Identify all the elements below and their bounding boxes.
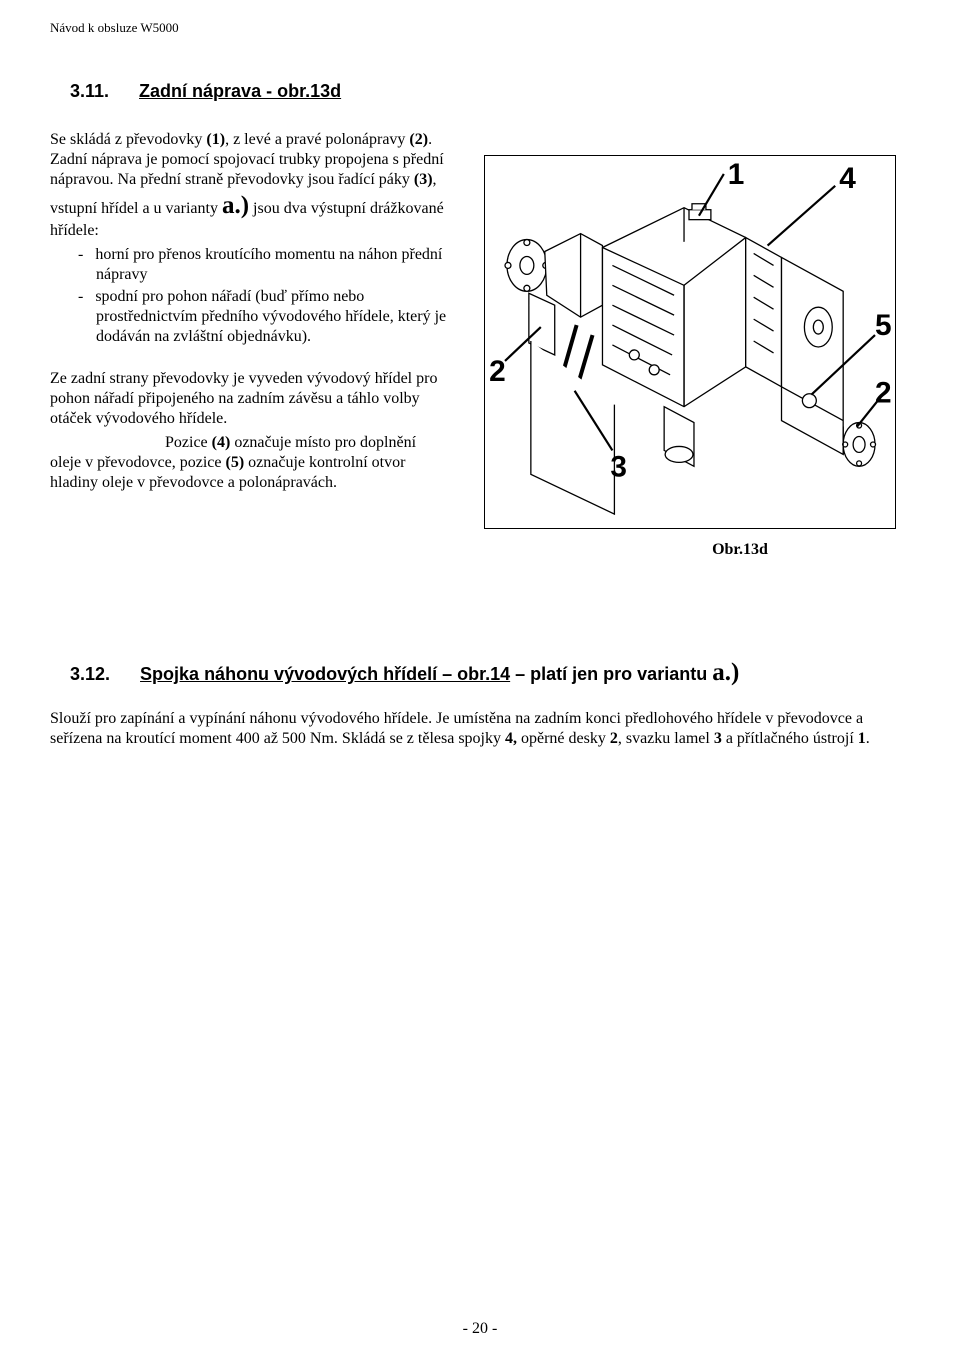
section1-title: Zadní náprava - obr.13d xyxy=(139,81,341,102)
bold-ref: 1 xyxy=(858,730,866,747)
section2-suffix: – platí jen pro variantu xyxy=(510,664,712,684)
section1-body: Se skládá z převodovky (1), z levé a pra… xyxy=(50,130,910,559)
bold-ref: (1) xyxy=(206,131,225,148)
text-run: , z levé a pravé polonápravy xyxy=(225,131,409,148)
text-run: a přítlačného ústrojí xyxy=(722,730,858,747)
spacer xyxy=(50,351,450,365)
section1-list: horní pro přenos kroutícího momentu na n… xyxy=(78,245,450,347)
section2-paragraph: Slouží pro zapínání a vypínání náhonu vý… xyxy=(50,709,910,749)
text-run: Se skládá z převodovky xyxy=(50,131,206,148)
bold-ref: 3 xyxy=(714,730,722,747)
section2-title-wrap: Spojka náhonu vývodových hřídelí – obr.1… xyxy=(140,659,739,687)
document-header: Návod k obsluze W5000 xyxy=(50,20,910,36)
text-run: opěrné desky xyxy=(517,730,610,747)
section1-paragraph1: Se skládá z převodovky (1), z levé a pra… xyxy=(50,130,450,241)
callout-2-right: 2 xyxy=(875,377,892,410)
section1-text: Se skládá z převodovky (1), z levé a pra… xyxy=(50,130,450,559)
section2-heading: 3.12. Spojka náhonu vývodových hřídelí –… xyxy=(70,659,910,687)
bold-ref: 4, xyxy=(505,730,517,747)
section1-paragraph2: Ze zadní strany převodovky je vyveden vý… xyxy=(50,369,450,429)
variant-label: a.) xyxy=(222,192,249,219)
text-run: , svazku lamel xyxy=(618,730,714,747)
list-item: spodní pro pohon nářadí (buď přímo nebo … xyxy=(78,287,450,347)
callout-5: 5 xyxy=(875,309,892,342)
callout-4: 4 xyxy=(839,162,856,195)
callout-1: 1 xyxy=(728,158,745,191)
callout-3: 3 xyxy=(610,450,627,483)
bold-ref: 2 xyxy=(610,730,618,747)
variant-label: a.) xyxy=(712,659,739,686)
section2-number: 3.12. xyxy=(70,664,110,685)
text-run: Pozice xyxy=(165,434,212,451)
figure-column: 1 2 3 4 5 2 Obr.13d xyxy=(470,130,910,559)
page-number: - 20 - xyxy=(0,1320,960,1338)
bold-ref: (4) xyxy=(212,434,231,451)
bold-ref: (2) xyxy=(409,131,428,148)
callout-2-left: 2 xyxy=(489,355,506,388)
section1-heading: 3.11. Zadní náprava - obr.13d xyxy=(70,81,910,102)
figure-caption: Obr.13d xyxy=(712,541,768,559)
gearbox-diagram-svg: 1 2 3 4 5 2 xyxy=(485,156,895,528)
bold-ref: (3) xyxy=(414,171,433,188)
section1-paragraph3: Pozice (4) označuje místo pro doplnění o… xyxy=(50,433,450,493)
section2: 3.12. Spojka náhonu vývodových hřídelí –… xyxy=(50,659,910,749)
list-item: horní pro přenos kroutícího momentu na n… xyxy=(78,245,450,285)
section2-title: Spojka náhonu vývodových hřídelí – obr.1… xyxy=(140,664,510,684)
figure-13d: 1 2 3 4 5 2 xyxy=(484,155,896,529)
bold-ref: (5) xyxy=(225,454,244,471)
text-run: . xyxy=(866,730,870,747)
section1-number: 3.11. xyxy=(70,81,109,102)
